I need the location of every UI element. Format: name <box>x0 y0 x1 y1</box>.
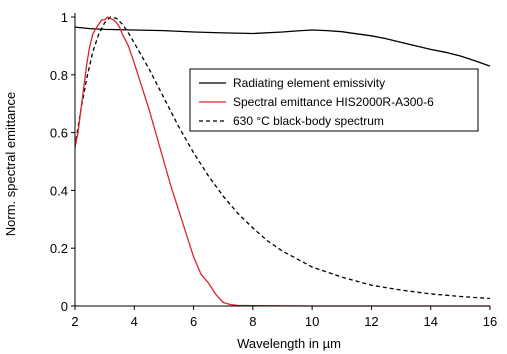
legend-box <box>189 68 479 132</box>
x-tick-label: 14 <box>423 314 437 329</box>
series-line-2 <box>74 16 490 307</box>
legend-label-3: 630 °C black-body spectrum <box>233 114 384 128</box>
y-axis-title: Norm. spectral emittance <box>3 92 18 237</box>
x-tick-label: 6 <box>190 314 197 329</box>
legend: Radiating element emissivity Spectral emi… <box>189 68 479 132</box>
y-tick-label: 0.6 <box>50 126 68 141</box>
y-tick-labels: 0 0.2 0.4 0.6 0.8 1 <box>50 10 68 314</box>
x-tick-label: 16 <box>483 314 497 329</box>
series-line-1 <box>74 26 491 67</box>
y-tick-label: 0.8 <box>50 68 68 83</box>
legend-label-2: Spectral emittance HIS2000R-A300-6 <box>233 95 434 109</box>
x-tick-label: 4 <box>131 314 138 329</box>
plot-area <box>74 16 491 307</box>
y-tick-label: 1 <box>61 10 68 25</box>
x-tick-label: 8 <box>249 314 256 329</box>
y-tick-label: 0.4 <box>50 183 68 198</box>
y-tick-label: 0 <box>61 299 68 314</box>
tick-marks <box>71 16 491 310</box>
series-line-3 <box>74 16 491 300</box>
x-axis-title: Wavelength in µm <box>237 336 341 351</box>
x-tick-labels: 2 4 6 8 10 12 14 16 <box>71 314 497 329</box>
legend-label-1: Radiating element emissivity <box>233 76 385 90</box>
x-tick-label: 12 <box>364 314 378 329</box>
x-tick-label: 2 <box>71 314 78 329</box>
x-tick-label: 10 <box>305 314 319 329</box>
y-tick-label: 0.2 <box>50 241 68 256</box>
axes <box>74 13 490 307</box>
